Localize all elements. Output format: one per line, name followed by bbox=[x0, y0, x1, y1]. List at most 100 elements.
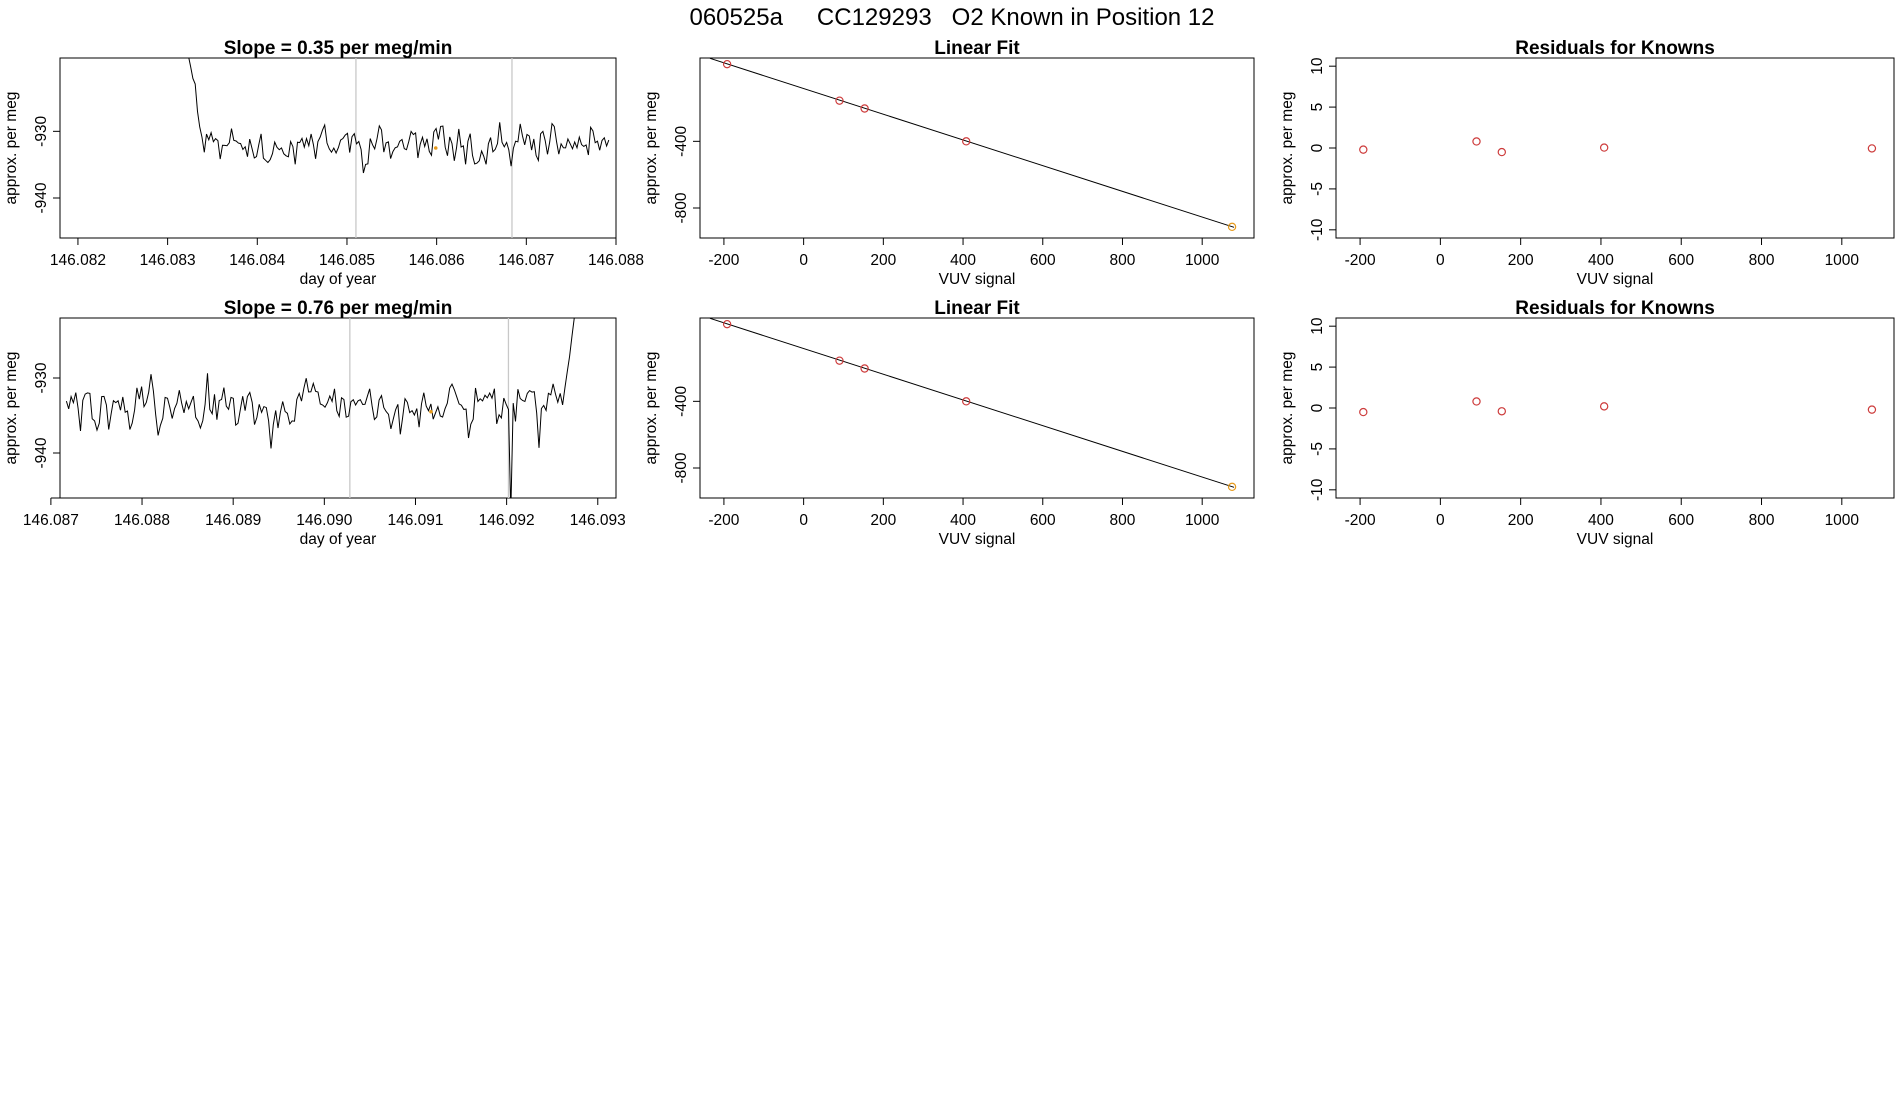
data-point bbox=[1359, 407, 1368, 417]
panel-title: Residuals for Knowns bbox=[1515, 38, 1715, 59]
x-tick-label: 400 bbox=[1588, 512, 1614, 529]
x-tick-label: 400 bbox=[1588, 252, 1614, 269]
x-tick-label: 146.087 bbox=[498, 252, 554, 269]
panel-ts1: Slope = 0.35 per meg/min 146.082 146.083 14… bbox=[3, 38, 644, 288]
title-run: 060525a bbox=[689, 4, 783, 31]
y-tick-label: 10 bbox=[1309, 317, 1326, 335]
x-tick-label: 400 bbox=[950, 252, 976, 269]
data-point bbox=[1472, 397, 1481, 406]
panel-title: Linear Fit bbox=[934, 298, 1020, 319]
fit-line bbox=[709, 318, 1235, 488]
data-point bbox=[1497, 407, 1506, 416]
x-tick-label: 200 bbox=[870, 252, 896, 269]
panel-title: Residuals for Knowns bbox=[1515, 298, 1715, 319]
x-tick-label: 0 bbox=[799, 252, 808, 269]
x-tick-label: 800 bbox=[1749, 252, 1775, 269]
y-tick-label: -940 bbox=[33, 182, 50, 213]
y-tick-label: 5 bbox=[1309, 103, 1326, 112]
data-point bbox=[1472, 137, 1481, 146]
plot-area bbox=[65, 318, 575, 498]
x-tick-label: 1000 bbox=[1825, 252, 1860, 269]
x-tick-label: 146.084 bbox=[229, 252, 285, 269]
x-tick-label: 146.090 bbox=[296, 512, 352, 529]
fit-line bbox=[709, 58, 1235, 228]
data-point bbox=[962, 137, 971, 146]
x-tick-label: 1000 bbox=[1825, 512, 1860, 529]
plot-frame bbox=[1335, 317, 1895, 499]
x-axis-label: VUV signal bbox=[939, 531, 1016, 548]
x-axis-label: VUV signal bbox=[939, 271, 1016, 288]
y-tick-label: 0 bbox=[1309, 143, 1326, 152]
panel-fit1: Linear Fit -200 0 200 400 600 800 1000 -800 -400 V… bbox=[643, 38, 1255, 288]
series-line bbox=[65, 318, 575, 498]
data-point bbox=[1497, 147, 1506, 157]
x-tick-label: 146.092 bbox=[479, 512, 535, 529]
y-tick-label: -800 bbox=[673, 192, 690, 223]
data-point bbox=[835, 96, 844, 105]
y-tick-label: -930 bbox=[33, 362, 50, 393]
data-point bbox=[860, 104, 869, 113]
x-axis-label: day of year bbox=[300, 531, 377, 548]
y-tick-label: -400 bbox=[673, 385, 690, 416]
figure-title: 060525a CC129293 O2 Known in Position 12 bbox=[689, 4, 1214, 31]
data-point bbox=[1359, 145, 1368, 154]
data-point bbox=[1867, 144, 1877, 153]
plot-frame bbox=[699, 57, 1255, 239]
y-tick-label: 5 bbox=[1309, 363, 1326, 372]
data-point bbox=[835, 356, 844, 365]
x-tick-label: 146.083 bbox=[140, 252, 196, 269]
x-tick-label: 200 bbox=[870, 512, 896, 529]
x-tick-label: 600 bbox=[1030, 512, 1056, 529]
data-point bbox=[1227, 482, 1237, 492]
x-tick-label: 146.089 bbox=[205, 512, 261, 529]
x-tick-label: 146.093 bbox=[570, 512, 626, 529]
x-tick-label: -200 bbox=[1345, 252, 1376, 269]
x-tick-label: -200 bbox=[708, 512, 739, 529]
y-axis-label: approx. per meg bbox=[643, 352, 660, 465]
data-point bbox=[1599, 402, 1609, 411]
x-tick-label: 400 bbox=[950, 512, 976, 529]
data-point bbox=[1599, 143, 1609, 152]
x-tick-label: 146.088 bbox=[114, 512, 170, 529]
x-tick-label: -200 bbox=[1345, 512, 1376, 529]
panel-fit2: Linear Fit -200 0 200 400 600 800 1000 -800 -400 V… bbox=[643, 298, 1255, 548]
title-cylinder: CC129293 bbox=[817, 4, 932, 31]
y-axis-label: approx. per meg bbox=[1279, 92, 1296, 205]
x-tick-label: 600 bbox=[1030, 252, 1056, 269]
y-tick-label: -5 bbox=[1309, 182, 1326, 196]
x-tick-label: -200 bbox=[708, 252, 739, 269]
series-line bbox=[188, 58, 610, 174]
x-tick-label: 800 bbox=[1110, 252, 1136, 269]
x-tick-label: 146.091 bbox=[387, 512, 443, 529]
panel-title: Slope = 0.35 per meg/min bbox=[224, 38, 453, 59]
title-text: O2 Known in Position 12 bbox=[952, 4, 1215, 31]
plot-frame bbox=[699, 317, 1255, 499]
plot-frame bbox=[59, 317, 617, 499]
x-axis-label: VUV signal bbox=[1577, 531, 1654, 548]
x-tick-label: 200 bbox=[1508, 512, 1534, 529]
data-point bbox=[962, 397, 971, 406]
x-tick-label: 600 bbox=[1668, 512, 1694, 529]
plot-frame bbox=[1335, 57, 1895, 239]
panel-res2: Residuals for Knowns-200 0 200 400 600 800 100… bbox=[1279, 298, 1895, 548]
x-tick-label: 800 bbox=[1749, 512, 1775, 529]
highlight-point bbox=[429, 409, 433, 414]
y-tick-label: -940 bbox=[33, 437, 50, 468]
x-tick-label: 0 bbox=[1436, 252, 1445, 269]
y-axis-label: approx. per meg bbox=[1279, 352, 1296, 465]
x-tick-label: 600 bbox=[1668, 252, 1694, 269]
x-tick-label: 146.085 bbox=[319, 252, 375, 269]
plot-area bbox=[709, 318, 1235, 488]
x-tick-label: 1000 bbox=[1185, 252, 1220, 269]
x-axis-label: day of year bbox=[300, 271, 377, 288]
x-tick-label: 1000 bbox=[1185, 512, 1220, 529]
y-tick-label: -400 bbox=[673, 125, 690, 156]
data-point bbox=[1227, 222, 1237, 232]
x-tick-label: 146.082 bbox=[50, 252, 106, 269]
panel-title: Linear Fit bbox=[934, 38, 1020, 59]
data-point bbox=[1867, 405, 1877, 414]
y-tick-label: -800 bbox=[673, 452, 690, 483]
data-point bbox=[860, 364, 869, 373]
x-tick-label: 0 bbox=[799, 512, 808, 529]
